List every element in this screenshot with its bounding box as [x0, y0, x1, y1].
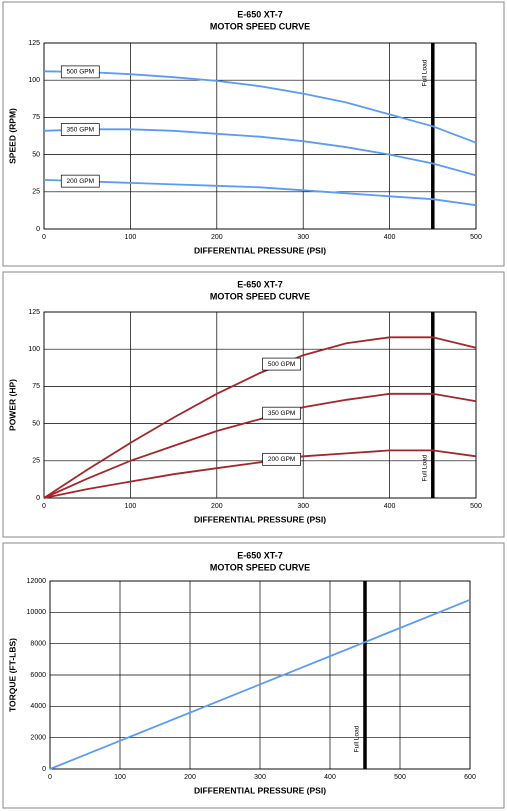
chart-subtitle: MOTOR SPEED CURVE — [210, 291, 310, 301]
x-tick-label: 300 — [297, 234, 309, 241]
x-tick-label: 200 — [211, 234, 223, 241]
chart-subtitle: MOTOR SPEED CURVE — [210, 562, 310, 572]
y-tick-label: 0 — [36, 226, 40, 233]
series-label-box — [262, 452, 301, 466]
x-axis-label: DIFFERENTIAL PRESSURE (PSI) — [194, 785, 326, 795]
y-tick-label: 100 — [28, 346, 40, 353]
x-tick-label: 500 — [470, 234, 482, 241]
series-label: 200 GPM — [268, 456, 295, 463]
y-axis-label: SPEED (RPM) — [7, 108, 17, 164]
x-tick-label: 300 — [297, 503, 309, 510]
series-line — [43, 392, 477, 499]
y-axis-label: TORQUE (FT-LBS) — [7, 638, 17, 712]
x-axis-label: DIFFERENTIAL PRESSURE (PSI) — [194, 514, 326, 524]
x-tick-label: 200 — [184, 774, 196, 781]
series-label-box — [60, 65, 100, 79]
plot-frame — [43, 42, 477, 230]
y-tick-label: 100 — [28, 77, 40, 84]
y-tick-label: 75 — [32, 114, 40, 121]
y-tick-label: 50 — [32, 151, 40, 158]
y-tick-label: 4000 — [30, 703, 46, 710]
chart-subtitle: MOTOR SPEED CURVE — [210, 21, 310, 31]
x-axis-label: DIFFERENTIAL PRESSURE (PSI) — [194, 245, 326, 255]
series-label: 350 GPM — [268, 410, 295, 417]
x-tick-label: 400 — [324, 774, 336, 781]
y-tick-label: 6000 — [30, 672, 46, 679]
series-label: 200 GPM — [67, 178, 94, 185]
chart-title: E-650 XT-7 — [237, 279, 283, 289]
full-load-label: Full Load — [422, 454, 429, 481]
y-tick-label: 50 — [32, 420, 40, 427]
x-tick-label: 0 — [48, 774, 52, 781]
series-line — [43, 179, 477, 207]
plot-frame — [49, 580, 471, 770]
y-tick-label: 2000 — [30, 735, 46, 742]
x-tick-label: 200 — [211, 503, 223, 510]
y-tick-label: 125 — [28, 40, 40, 47]
y-tick-label: 25 — [32, 458, 40, 465]
y-tick-label: 125 — [28, 309, 40, 316]
x-tick-label: 100 — [125, 503, 137, 510]
y-tick-label: 75 — [32, 383, 40, 390]
panel — [2, 271, 505, 538]
x-tick-label: 400 — [384, 503, 396, 510]
y-tick-label: 12000 — [27, 578, 47, 585]
series-label-box — [60, 174, 100, 188]
y-tick-label: 0 — [42, 766, 46, 773]
series-line — [43, 336, 477, 499]
y-tick-label: 10000 — [27, 609, 47, 616]
y-tick-label: 25 — [32, 189, 40, 196]
chart-title: E-650 XT-7 — [237, 550, 283, 560]
y-tick-label: 0 — [36, 495, 40, 502]
x-tick-label: 500 — [394, 774, 406, 781]
y-tick-label: 8000 — [30, 641, 46, 648]
plot-frame — [43, 311, 477, 499]
x-tick-label: 400 — [384, 234, 396, 241]
series-line — [49, 598, 471, 770]
series-label-box — [60, 123, 100, 136]
x-tick-label: 600 — [464, 774, 476, 781]
chart-title: E-650 XT-7 — [237, 9, 283, 19]
series-line — [43, 128, 477, 177]
series-label: 350 GPM — [67, 126, 94, 133]
full-load-label: Full Load — [354, 725, 361, 752]
series-label: 500 GPM — [268, 361, 295, 368]
x-tick-label: 500 — [470, 503, 482, 510]
series-label: 500 GPM — [67, 69, 94, 76]
series-label-box — [262, 406, 301, 420]
x-tick-label: 100 — [125, 234, 137, 241]
panel — [2, 542, 505, 809]
y-axis-label: POWER (HP) — [7, 379, 17, 431]
series-label-box — [262, 357, 301, 371]
x-tick-label: 300 — [254, 774, 266, 781]
series-line — [43, 70, 477, 144]
x-tick-label: 0 — [42, 234, 46, 241]
full-load-label: Full Load — [422, 59, 429, 86]
series-line — [43, 449, 477, 499]
x-tick-label: 100 — [114, 774, 126, 781]
x-tick-label: 0 — [42, 503, 46, 510]
